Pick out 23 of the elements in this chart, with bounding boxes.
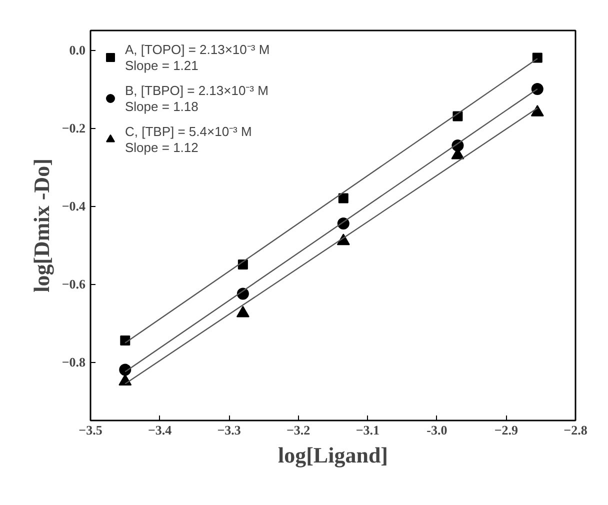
point <box>119 364 132 376</box>
x-tick-label: −2.8 <box>564 422 588 438</box>
point <box>531 83 544 95</box>
x-tick-label: −3.2 <box>286 422 310 438</box>
y-tick-label: −0.2 <box>62 120 86 136</box>
x-tick-label: −3.5 <box>78 422 103 438</box>
y-tick-label: −0.4 <box>62 198 86 214</box>
y-tick-label: −0.8 <box>62 354 86 370</box>
x-tick-label: −2.9 <box>494 422 519 438</box>
legend-label: C, [TBP] = 5.4×10⁻³ M Slope = 1.12 <box>125 123 252 155</box>
x-axis-title: log[Ligand] <box>278 442 388 468</box>
x-tick-label: -3.0 <box>426 422 448 438</box>
x-tick-label: −3.1 <box>356 422 380 438</box>
x-tick-label: −3.4 <box>148 422 172 438</box>
point <box>338 193 348 204</box>
point <box>532 52 542 63</box>
legend-label: A, [TOPO] = 2.13×10⁻³ M Slope = 1.21 <box>125 41 270 73</box>
legend-label: B, [TBPO] = 2.13×10⁻³ M Slope = 1.18 <box>125 82 268 114</box>
y-tick-label: −0.6 <box>62 276 86 292</box>
x-tick-label: −3.3 <box>217 422 242 438</box>
point <box>120 336 130 346</box>
y-tick-label: 0.0 <box>69 42 86 58</box>
y-axis-title: log[Dmix -Do] <box>28 158 54 292</box>
